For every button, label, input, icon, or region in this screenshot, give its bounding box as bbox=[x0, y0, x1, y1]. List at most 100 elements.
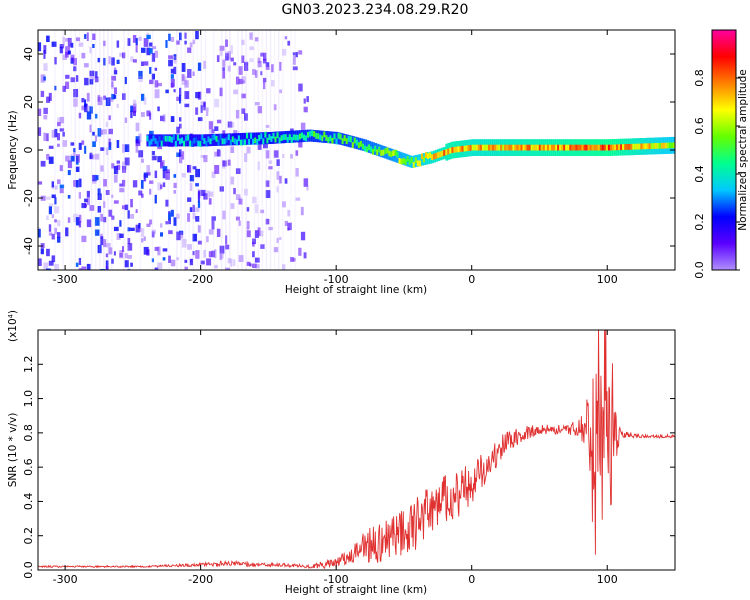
spectrogram-cell bbox=[151, 258, 154, 263]
spectrogram-ridge-cell bbox=[195, 137, 199, 143]
spectrogram-cell bbox=[103, 239, 107, 248]
spectrogram-cell bbox=[149, 79, 154, 85]
spectrogram-cell bbox=[246, 221, 250, 229]
spectrogram-ridge-cell bbox=[225, 137, 229, 143]
spectrogram-ridge-cell bbox=[221, 138, 225, 145]
spectrogram-streak bbox=[253, 30, 255, 270]
spectrogram-streak bbox=[282, 30, 284, 270]
spectrogram-ridge-cell bbox=[473, 144, 477, 151]
spectrogram-cell bbox=[149, 112, 152, 120]
spectrogram-cell bbox=[241, 76, 246, 84]
spectrogram-cell bbox=[132, 99, 137, 107]
spectrogram-cell bbox=[244, 153, 248, 162]
spectrogram-ridge-halo bbox=[239, 133, 243, 145]
spectrogram-cell bbox=[219, 186, 224, 192]
spectrogram-cell bbox=[184, 103, 190, 108]
spectrogram-cell bbox=[173, 174, 177, 178]
spectrogram-ridge-cell bbox=[148, 140, 152, 147]
spectrogram-ridge-cell bbox=[329, 135, 333, 142]
spectrogram-cell bbox=[279, 237, 282, 240]
spectrogram-cell bbox=[97, 57, 101, 63]
spectrogram-cell bbox=[271, 64, 274, 73]
spectrogram-cell bbox=[105, 147, 109, 155]
spectrogram-cell bbox=[149, 188, 152, 195]
spectrogram-cell bbox=[292, 66, 298, 71]
spectrogram-cell bbox=[265, 218, 270, 225]
spectrogram-cell bbox=[116, 233, 121, 240]
spectrogram-cell bbox=[94, 229, 100, 236]
spectrogram-ridge-cell bbox=[571, 144, 575, 151]
spectrogram-cell bbox=[86, 263, 91, 270]
spectrogram-streak bbox=[192, 30, 194, 270]
spectrogram-ridge-cell bbox=[626, 144, 630, 150]
spectrogram-ridge-halo bbox=[148, 134, 152, 147]
spectrogram-cell bbox=[89, 106, 93, 114]
spectrogram-cell bbox=[111, 163, 115, 169]
spectrogram-ridge-cell bbox=[609, 144, 613, 151]
spectrogram-ridge-cell bbox=[331, 137, 335, 144]
spectrogram-cell bbox=[138, 70, 143, 79]
spectrogram-ridge-cell bbox=[597, 144, 601, 151]
spectrogram-streak bbox=[200, 30, 203, 270]
spectrogram-ridge-halo bbox=[286, 130, 290, 143]
spectrogram-cell bbox=[57, 236, 61, 243]
spectrogram-cell bbox=[257, 106, 262, 114]
spectrogram-ridge-cell bbox=[374, 145, 378, 152]
spectrogram-cell bbox=[97, 188, 101, 196]
spectrogram-cell bbox=[48, 206, 52, 215]
spectrogram-cell bbox=[162, 248, 168, 252]
spectrogram-cell bbox=[225, 53, 229, 61]
spectrogram-cell bbox=[284, 220, 288, 227]
spectrogram-ridge-cell bbox=[298, 133, 302, 140]
spectrogram-ridge-cell bbox=[408, 159, 412, 165]
spectrogram-cell bbox=[100, 213, 104, 222]
spectrogram-ridge-cell bbox=[422, 156, 426, 163]
spectrogram-cell bbox=[108, 97, 114, 102]
spectrogram-ridge-cell bbox=[441, 150, 445, 157]
spectrogram-ridge-cell bbox=[366, 146, 369, 153]
spectrogram-cell bbox=[143, 61, 149, 66]
spectrogram-ridge-cell bbox=[660, 142, 664, 149]
spectrogram-cell bbox=[73, 89, 79, 98]
spectrogram-ridge-cell bbox=[181, 137, 184, 144]
spectrogram-cell bbox=[38, 108, 42, 116]
spectrogram-cell bbox=[192, 166, 197, 170]
spectrogram-cell bbox=[197, 225, 201, 233]
spectrogram-cell bbox=[195, 92, 200, 99]
spectrogram-cell bbox=[122, 179, 126, 187]
spectrogram-ridge-cell bbox=[514, 144, 518, 151]
spectrogram-cell bbox=[179, 230, 184, 235]
spectrogram-ridge-cell bbox=[392, 150, 396, 156]
spectrogram-ridge-cell bbox=[197, 140, 201, 147]
spectrogram-cell bbox=[179, 94, 182, 104]
spectrogram-ridge-cell bbox=[512, 144, 516, 151]
spectrogram-streak bbox=[99, 30, 101, 270]
spectrogram-y-axis: -40 -20 0 20 40 bbox=[22, 47, 675, 255]
spectrogram-cell bbox=[103, 95, 106, 100]
spectrogram-cell bbox=[81, 98, 85, 103]
spectrogram-cell bbox=[43, 45, 47, 54]
spectrogram-cell bbox=[48, 232, 53, 236]
spectrogram-ridge-cell bbox=[520, 144, 524, 151]
spectrogram-ridge-cell bbox=[333, 133, 337, 140]
spectrogram-cell bbox=[116, 160, 120, 164]
spectrogram-cell bbox=[57, 133, 60, 141]
spectrogram-streak bbox=[277, 30, 280, 270]
spectrogram-cell bbox=[67, 37, 72, 47]
spectrogram-cell bbox=[141, 193, 144, 198]
spectrogram-cell bbox=[195, 107, 199, 115]
spectrogram-ridge-cell bbox=[496, 144, 500, 151]
spectrogram-cell bbox=[238, 66, 243, 75]
spectrogram-cell bbox=[89, 79, 94, 85]
spectrogram-streak bbox=[237, 30, 239, 270]
spectrogram-cell bbox=[257, 144, 262, 150]
spectrogram-cell bbox=[187, 69, 192, 78]
spectrogram-ridge-cell bbox=[546, 144, 550, 151]
spectrogram-ridge-cell bbox=[445, 149, 449, 156]
spectrogram-cell bbox=[252, 238, 256, 245]
spectrogram-ridge-cell bbox=[199, 141, 203, 147]
spectrogram-ridge-cell bbox=[424, 152, 428, 158]
spectrogram-cell bbox=[238, 196, 242, 203]
spectrogram-cell bbox=[59, 184, 65, 189]
spectrogram-cell bbox=[260, 209, 265, 214]
